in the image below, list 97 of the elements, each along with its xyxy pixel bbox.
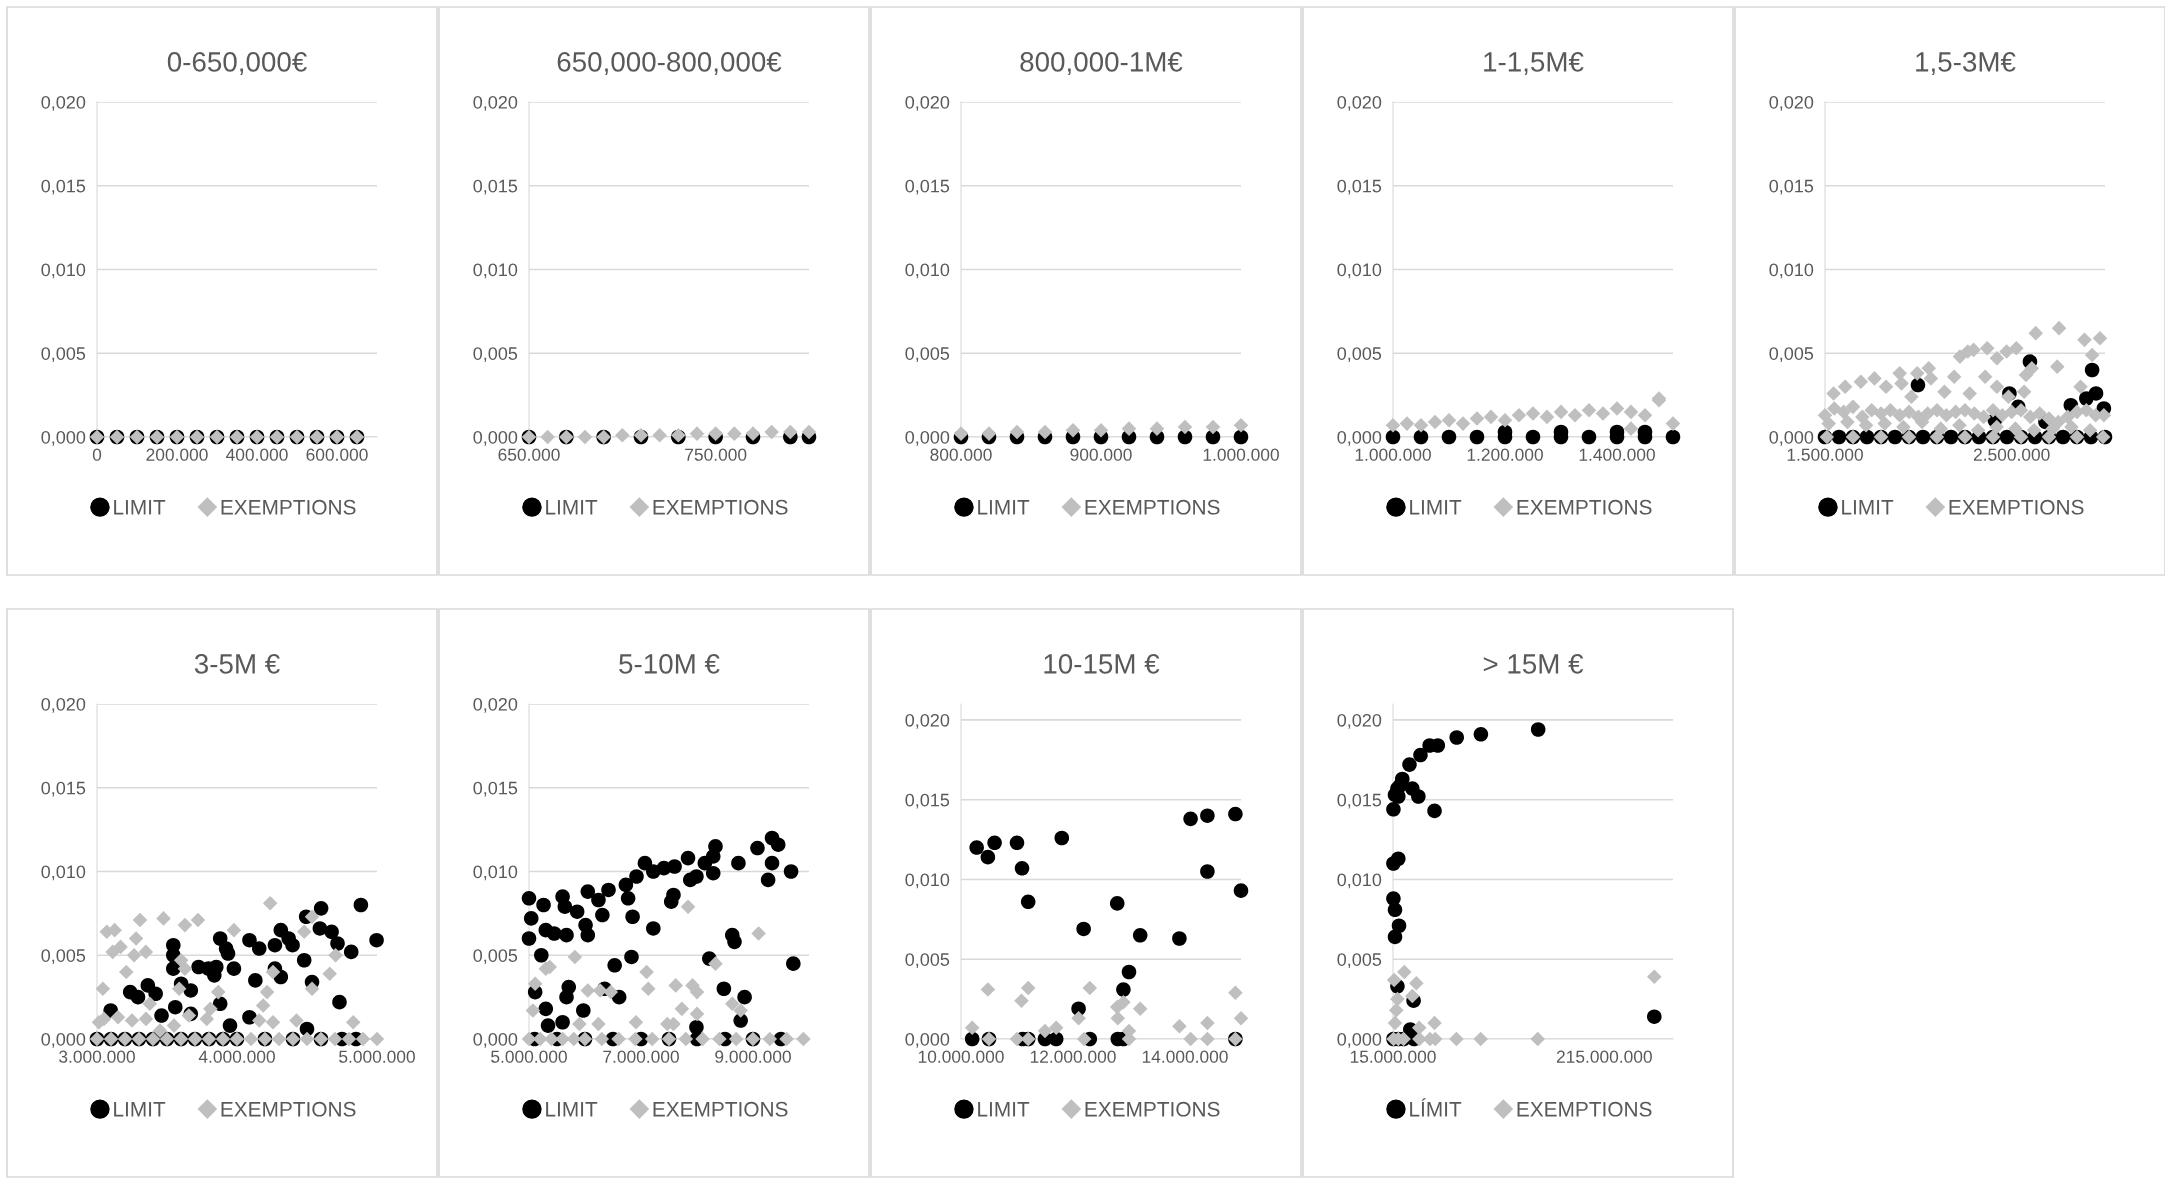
y-tick-label: 0,005: [905, 953, 950, 969]
y-tick-label: 0,005: [1769, 347, 1814, 363]
x-tick-label: 600.000: [306, 448, 368, 461]
x-tick-label: 215.000.000: [1556, 1050, 1652, 1063]
legend-label: LIMIT: [1842, 500, 1894, 515]
x-tick-label: 2.500.000: [1973, 448, 2050, 461]
legend-label: EXEMPTIONS: [1085, 499, 1220, 515]
x-tick-label: 200.000: [146, 448, 208, 461]
y-tick-label: 0,000: [1337, 1032, 1382, 1048]
y-tick-label: 0,020: [473, 697, 518, 713]
y-tick-label: 0,015: [473, 179, 518, 195]
y-tick-label: 0,010: [1337, 873, 1382, 889]
y-tick-label: 0,010: [41, 865, 86, 881]
chart-title: 650,000-800,000€: [557, 52, 782, 75]
legend-label: EXEMPTIONS: [1949, 499, 2084, 515]
x-tick-label: 1.200.000: [1467, 448, 1543, 461]
x-tick-label: 650.000: [498, 448, 560, 461]
chart-title: 10-15M €: [1044, 654, 1160, 674]
y-tick-label: 0,010: [905, 263, 950, 279]
x-tick-label: 1.000.000: [1355, 448, 1431, 461]
legend-label: EXEMPTIONS: [1517, 499, 1652, 515]
y-tick-label: 0,020: [905, 713, 950, 729]
x-tick-label: 15.000.000: [1350, 1050, 1436, 1063]
x-tick-label: 12.000.000: [1030, 1050, 1116, 1063]
x-tick-label: 1.500.000: [1787, 448, 1863, 461]
x-tick-label: 7.000.000: [603, 1050, 679, 1063]
y-tick-label: 0,020: [1337, 95, 1382, 111]
x-tick-label: 1.000.000: [1203, 448, 1279, 461]
legend-label: LÍMIT: [1410, 1098, 1462, 1117]
legend-label: EXEMPTIONS: [653, 499, 788, 515]
y-tick-label: 0,000: [1769, 430, 1814, 446]
y-tick-label: 0,010: [1337, 263, 1382, 279]
chart-title: > 15M €: [1483, 654, 1584, 674]
y-tick-label: 0,015: [1337, 793, 1382, 809]
y-tick-label: 0,005: [1337, 347, 1382, 363]
y-tick-label: 0,010: [41, 263, 86, 279]
chart-title: 3-5M €: [194, 654, 280, 674]
legend-label: LIMIT: [114, 500, 166, 515]
x-tick-label: 1.400.000: [1579, 448, 1655, 461]
y-tick-label: 0,015: [905, 793, 950, 809]
x-tick-label: 0: [92, 448, 102, 461]
y-tick-label: 0,010: [1769, 263, 1814, 279]
x-tick-label: 800.000: [930, 448, 992, 461]
chart-title: 0-650,000€: [167, 52, 307, 75]
y-tick-label: 0,020: [1337, 713, 1382, 729]
legend-label: LIMIT: [114, 1102, 166, 1117]
y-tick-label: 0,015: [41, 781, 86, 797]
y-tick-label: 0,000: [905, 430, 950, 446]
x-tick-label: 14.000.000: [1142, 1050, 1228, 1063]
x-tick-label: 10.000.000: [918, 1050, 1004, 1063]
x-tick-label: 3.000.000: [59, 1050, 135, 1063]
y-tick-label: 0,015: [41, 179, 86, 195]
x-tick-label: 900.000: [1070, 448, 1132, 461]
y-tick-label: 0,010: [473, 865, 518, 881]
y-tick-label: 0,020: [1769, 95, 1814, 111]
y-tick-label: 0,010: [905, 873, 950, 889]
legend-label: EXEMPTIONS: [1517, 1101, 1652, 1117]
chart-title: 5-10M €: [619, 654, 720, 674]
legend-label: EXEMPTIONS: [1085, 1101, 1220, 1117]
legend-label: EXEMPTIONS: [221, 499, 356, 515]
y-tick-label: 0,000: [41, 1032, 86, 1048]
y-tick-label: 0,020: [41, 697, 86, 713]
y-tick-label: 0,000: [905, 1032, 950, 1048]
y-tick-label: 0,015: [1769, 179, 1814, 195]
y-tick-label: 0,005: [1337, 953, 1382, 969]
y-tick-label: 0,020: [41, 95, 86, 111]
y-tick-label: 0,005: [905, 347, 950, 363]
chart-title: 1-1,5M€: [1484, 52, 1584, 75]
y-tick-label: 0,000: [473, 1032, 518, 1048]
x-tick-label: 9.000.000: [715, 1050, 791, 1063]
legend-label: LIMIT: [1410, 500, 1462, 515]
legend-label: LIMIT: [978, 500, 1030, 515]
chart-title: 1,5-3M€: [1916, 52, 2016, 75]
chart-title: 800,000-1M€: [1020, 52, 1183, 75]
y-tick-label: 0,000: [1337, 430, 1382, 446]
x-tick-label: 5.000.000: [491, 1050, 567, 1063]
x-tick-label: 4.000.000: [198, 1050, 275, 1063]
x-tick-label: 750.000: [685, 448, 747, 461]
legend-label: LIMIT: [546, 1102, 598, 1117]
y-tick-label: 0,020: [473, 95, 518, 111]
x-tick-label: 400.000: [226, 448, 288, 461]
legend-label: LIMIT: [546, 500, 598, 515]
y-tick-label: 0,015: [905, 179, 950, 195]
y-tick-label: 0,000: [473, 430, 518, 446]
y-tick-label: 0,000: [41, 430, 86, 446]
y-tick-label: 0,005: [41, 949, 86, 965]
y-tick-label: 0,005: [473, 949, 518, 965]
y-tick-label: 0,005: [473, 347, 518, 363]
legend-label: EXEMPTIONS: [653, 1101, 788, 1117]
x-tick-label: 5.000.000: [339, 1050, 415, 1063]
y-tick-label: 0,020: [905, 95, 950, 111]
y-tick-label: 0,015: [473, 781, 518, 797]
y-tick-label: 0,010: [473, 263, 518, 279]
y-tick-label: 0,005: [41, 347, 86, 363]
legend-label: EXEMPTIONS: [221, 1101, 356, 1117]
y-tick-label: 0,015: [1337, 179, 1382, 195]
legend-label: LIMIT: [978, 1102, 1030, 1117]
